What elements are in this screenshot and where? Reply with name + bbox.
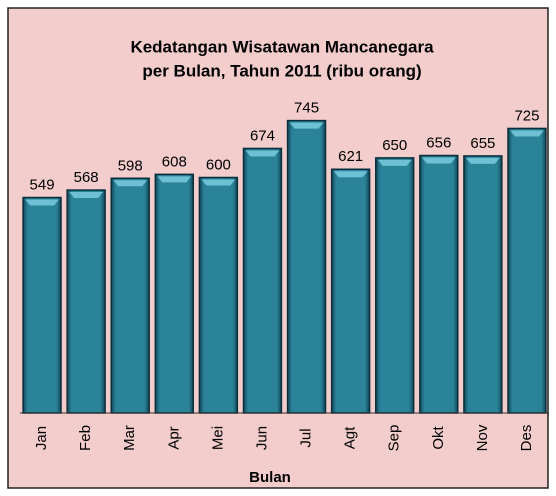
bar [154,173,194,414]
x-tick-label: Mar [121,425,138,451]
bar-bevel [245,150,280,157]
chart-title: Kedatangan Wisatawan Mancanegara [130,37,434,56]
bar-bevel [421,157,456,164]
bar-bevel [465,157,500,164]
data-label: 568 [74,169,99,186]
x-tick-label: Apr [165,426,182,449]
bar-bevel [201,179,236,186]
data-label: 745 [294,100,319,117]
bar [110,177,150,414]
data-label: 650 [382,137,407,154]
x-tick-label: Feb [77,425,94,451]
data-label: 656 [426,134,451,151]
bar [330,168,371,414]
bar [198,176,239,414]
x-tick-label: Jan [33,426,50,450]
data-label: 674 [250,127,275,144]
x-tick-label: Agt [342,426,359,449]
x-tick-label: Sep [386,425,403,452]
data-label: 655 [470,135,495,152]
chart-title: per Bulan, Tahun 2011 (ribu orang) [142,61,421,80]
x-tick-label: Nov [474,424,491,451]
bar-bevel [113,180,148,187]
data-label: 608 [162,153,187,170]
bar [419,154,459,414]
x-axis-title: Bulan [249,469,291,486]
x-tick-label: Des [518,425,535,452]
data-label: 600 [206,156,231,173]
x-tick-label: Mei [209,426,226,450]
bar-bevel [157,176,192,183]
bar [507,127,547,414]
bar-bevel [69,192,104,199]
bar [375,157,415,414]
bar-bevel [377,159,412,166]
bar-bevel [289,122,324,129]
data-label: 621 [338,148,363,165]
x-tick-label: Jul [298,428,315,447]
bar [463,155,503,414]
bar [242,147,283,414]
data-label: 598 [118,157,143,174]
x-tick-label: Okt [430,426,447,450]
bar [286,119,327,414]
bar-bevel [510,130,544,137]
x-tick-label: Jun [253,426,270,450]
data-label: 549 [30,176,55,193]
bar [66,189,106,414]
bar-bevel [333,171,368,178]
bar [22,196,62,414]
data-label: 725 [514,107,539,124]
bar-bevel [25,199,59,206]
